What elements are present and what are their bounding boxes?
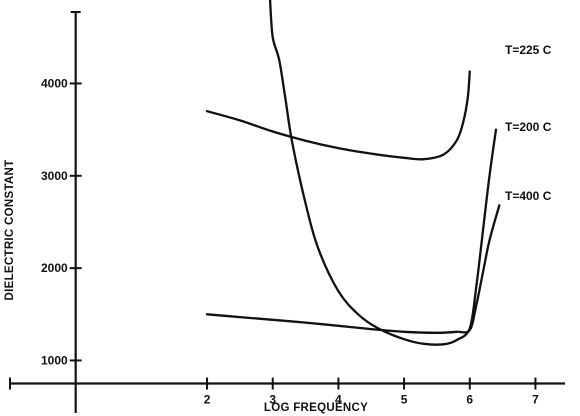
x-tick-label: 3 bbox=[269, 393, 276, 407]
series-label-2: T=200 C bbox=[505, 120, 552, 134]
series-line-3 bbox=[205, 204, 501, 334]
y-tick-label: 1000 bbox=[41, 353, 68, 367]
series-line-1 bbox=[205, 70, 471, 161]
x-axis-title: LOG FREQUENCY bbox=[264, 402, 368, 414]
y-tick-label: 3000 bbox=[41, 169, 68, 183]
x-tick-label: 6 bbox=[466, 393, 473, 407]
series-label-1: T=225 C bbox=[505, 43, 552, 57]
x-tick-label: 2 bbox=[204, 393, 211, 407]
axes: 2 3 4 5 6 7 1000 2000 3000 4000 bbox=[9, 11, 565, 413]
x-tick-label: 4 bbox=[335, 393, 342, 407]
y-tick-label: 4000 bbox=[41, 76, 68, 90]
x-tick-label: 5 bbox=[401, 393, 408, 407]
series-label-3: T=400 C bbox=[505, 189, 552, 203]
series-line-2 bbox=[268, 0, 498, 346]
y-tick-label: 2000 bbox=[41, 261, 68, 275]
series-group: T=225 C T=200 C T=400 C bbox=[205, 0, 552, 346]
y-axis-title: DIELECTRIC CONSTANT bbox=[4, 160, 16, 301]
x-tick-label: 7 bbox=[532, 393, 539, 407]
